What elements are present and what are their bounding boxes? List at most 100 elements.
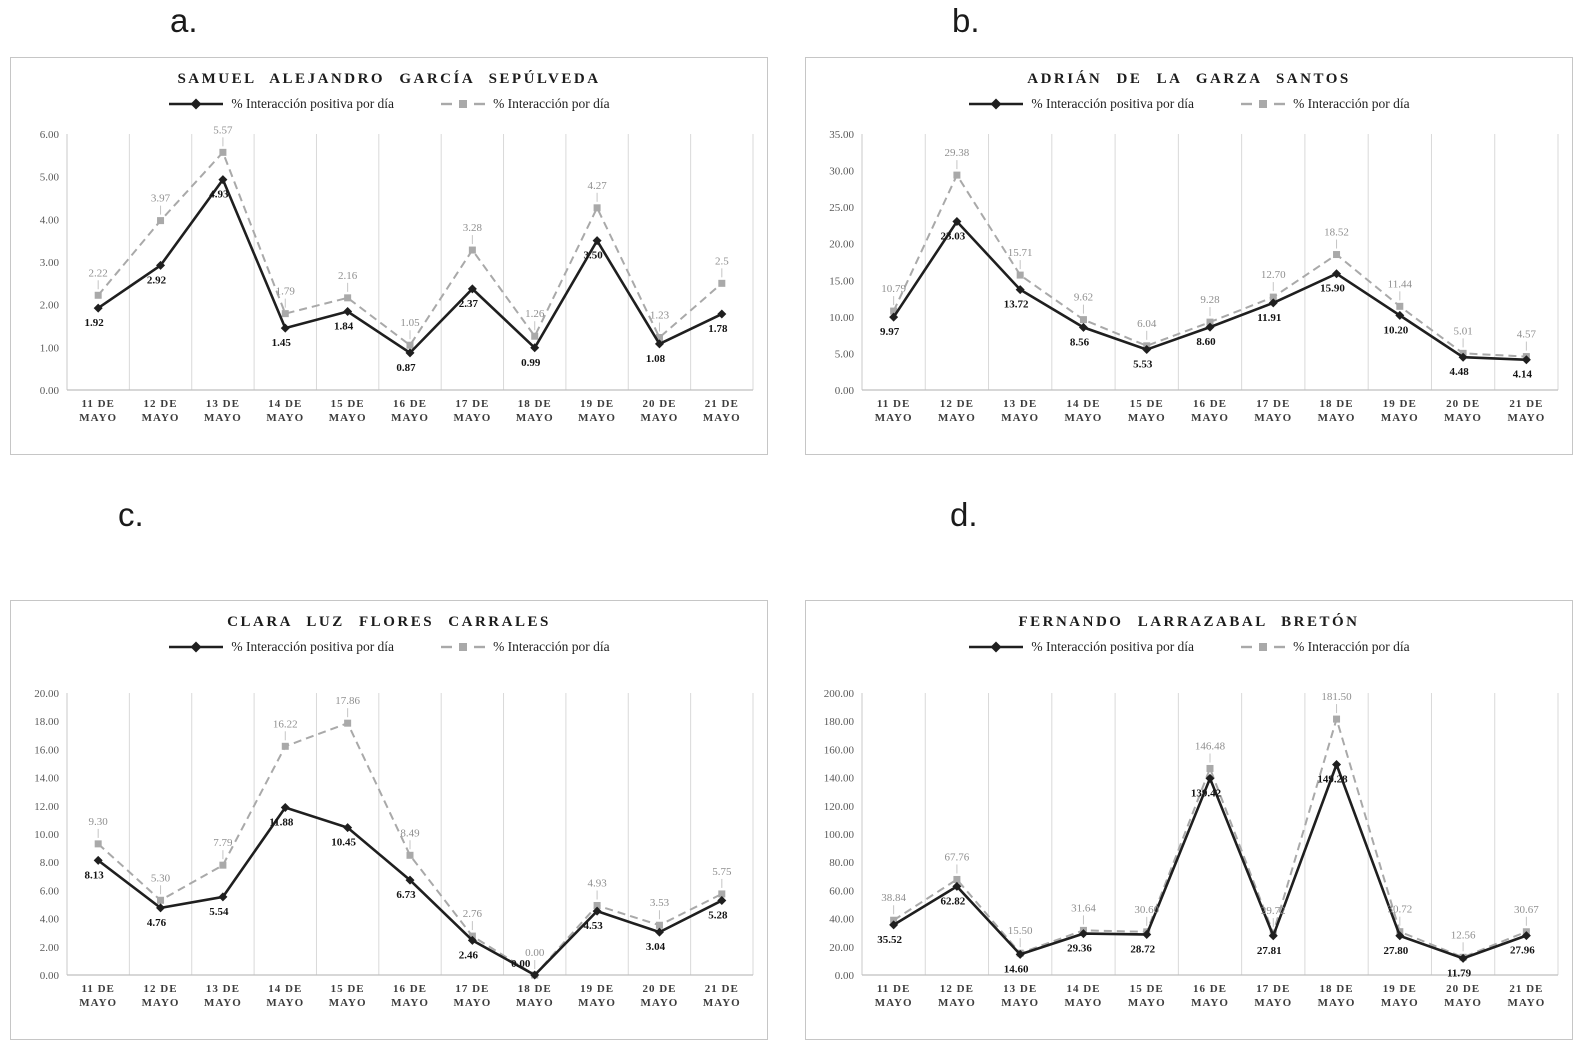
svg-text:19 DE: 19 DE [1383,398,1417,410]
chart-title: SAMUEL ALEJANDRO GARCÍA SEPÚLVEDA [177,71,601,87]
chart-title: FERNANDO LARRAZABAL BRETÓN [1018,614,1360,630]
svg-text:1.92: 1.92 [85,317,105,329]
svg-text:15 DE: 15 DE [331,398,365,410]
svg-text:2.00: 2.00 [40,300,60,312]
svg-text:5.30: 5.30 [151,872,171,884]
panel-label: c. [118,496,144,533]
svg-text:MAYO: MAYO [1381,412,1419,424]
svg-text:MAYO: MAYO [1507,997,1545,1009]
svg-text:4.76: 4.76 [147,917,167,929]
svg-text:9.30: 9.30 [89,816,109,828]
legend-item-total: % Interacción por día [440,639,610,655]
svg-text:11.79: 11.79 [1447,967,1472,979]
svg-text:14 DE: 14 DE [1066,983,1100,995]
chart-title: ADRIÁN DE LA GARZA SANTOS [1027,71,1351,87]
svg-text:MAYO: MAYO [391,412,429,424]
svg-text:1.45: 1.45 [272,337,292,349]
series-total-line [890,171,1530,361]
svg-text:17 DE: 17 DE [455,398,489,410]
svg-text:17.86: 17.86 [335,695,360,707]
svg-text:29.38: 29.38 [945,147,970,159]
x-axis-labels: 11 DE MAYO 12 DE MAYO 13 DE MAYO 14 DE MAYO 15 D… [79,983,741,1009]
svg-text:MAYO: MAYO [578,412,616,424]
svg-text:139.42: 139.42 [1191,787,1222,799]
svg-text:MAYO: MAYO [142,412,180,424]
y-axis-labels: 0.00 20.00 40.00 60.00 80.00 100.00 120.00 140.… [824,688,855,982]
svg-text:MAYO: MAYO [329,997,367,1009]
positive-data-labels: 35.52 62.82 14.60 29.36 28.72 139.42 27.81 149.… [877,774,1535,980]
svg-text:19 DE: 19 DE [580,983,614,995]
svg-text:MAYO: MAYO [938,997,976,1009]
svg-text:MAYO: MAYO [1128,412,1166,424]
svg-text:1.00: 1.00 [40,342,60,354]
svg-text:MAYO: MAYO [641,412,679,424]
svg-text:2.16: 2.16 [338,270,358,282]
svg-text:3.97: 3.97 [151,193,171,205]
svg-text:4.00: 4.00 [40,214,60,226]
svg-text:MAYO: MAYO [1191,412,1229,424]
svg-text:2.76: 2.76 [463,908,483,920]
svg-text:4.48: 4.48 [1449,366,1469,378]
svg-text:3.00: 3.00 [40,257,60,269]
svg-text:6.73: 6.73 [396,889,416,901]
svg-text:0.00: 0.00 [525,947,545,959]
line-chart: 0.00 20.00 40.00 60.00 80.00 100.00 120.00 140.… [824,688,1559,1009]
svg-text:19 DE: 19 DE [1383,983,1417,995]
svg-text:MAYO: MAYO [79,997,117,1009]
dashed-line-square-icon [1241,643,1286,651]
svg-text:12.70: 12.70 [1261,269,1286,281]
svg-text:MAYO: MAYO [578,997,616,1009]
svg-text:16 DE: 16 DE [393,398,427,410]
svg-text:5.00: 5.00 [40,172,60,184]
svg-text:8.60: 8.60 [1196,336,1216,348]
svg-text:0.00: 0.00 [835,385,855,397]
svg-text:30.72: 30.72 [1387,904,1412,916]
solid-line-diamond-icon [169,641,224,653]
svg-text:9.97: 9.97 [880,326,900,338]
svg-text:MAYO: MAYO [641,997,679,1009]
svg-text:16.00: 16.00 [34,744,59,756]
svg-text:11.88: 11.88 [269,816,294,828]
svg-text:149.28: 149.28 [1317,774,1348,786]
svg-text:1.23: 1.23 [650,310,670,322]
positive-data-labels: 1.92 2.92 4.93 1.45 1.84 0.87 2.37 0.99 3.50 1.08… [85,189,728,374]
svg-text:5.01: 5.01 [1453,325,1472,337]
svg-text:2.00: 2.00 [40,942,60,954]
svg-text:1.78: 1.78 [708,323,728,335]
series-positive-line [889,217,1531,365]
svg-text:3.50: 3.50 [583,250,603,262]
svg-text:29.36: 29.36 [1067,943,1092,955]
svg-text:16 DE: 16 DE [1193,398,1227,410]
svg-text:MAYO: MAYO [1191,997,1229,1009]
svg-text:100.00: 100.00 [824,829,855,841]
svg-text:MAYO: MAYO [453,412,491,424]
svg-text:0.87: 0.87 [396,362,416,374]
svg-text:140.00: 140.00 [824,773,855,785]
svg-text:0.99: 0.99 [521,357,541,369]
svg-text:18 DE: 18 DE [1320,398,1354,410]
svg-text:181.50: 181.50 [1321,691,1352,703]
svg-text:12.56: 12.56 [1451,929,1476,941]
svg-text:MAYO: MAYO [391,997,429,1009]
svg-text:30.60: 30.60 [1134,904,1159,916]
svg-text:17 DE: 17 DE [1256,983,1290,995]
svg-text:4.27: 4.27 [587,180,607,192]
svg-text:30.00: 30.00 [829,166,854,178]
legend-label-total: % Interacción por día [493,96,610,111]
svg-text:15.00: 15.00 [829,275,854,287]
svg-text:0.00: 0.00 [511,958,531,970]
svg-text:3.28: 3.28 [463,222,483,234]
svg-text:18 DE: 18 DE [518,398,552,410]
legend-label-total: % Interacción por día [493,639,610,654]
svg-text:MAYO: MAYO [1001,997,1039,1009]
svg-text:25.00: 25.00 [829,202,854,214]
legend-item-positive: % Interacción positiva por día [168,639,394,655]
svg-text:80.00: 80.00 [829,857,854,869]
svg-text:MAYO: MAYO [516,997,554,1009]
svg-text:MAYO: MAYO [703,997,741,1009]
svg-text:31.64: 31.64 [1071,902,1096,914]
svg-text:11.44: 11.44 [1388,278,1413,290]
chart-title: CLARA LUZ FLORES CARRALES [227,614,551,630]
legend-label-positive: % Interacción positiva por día [1031,96,1195,111]
